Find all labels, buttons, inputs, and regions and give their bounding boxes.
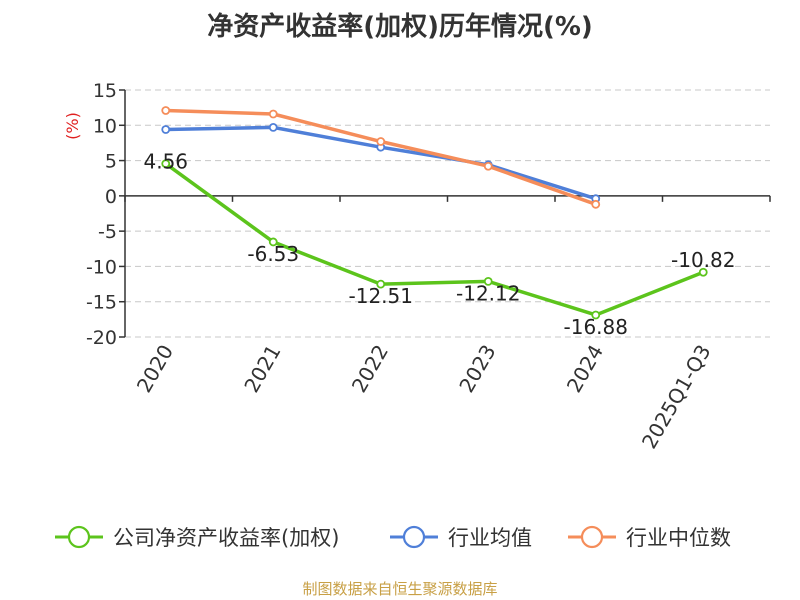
series-point-2	[591, 199, 601, 209]
series-point-2	[268, 109, 278, 119]
x-tick-label: 2021	[239, 341, 285, 397]
series-point-2	[161, 106, 171, 115]
series-point-1	[161, 125, 171, 134]
series-point-0	[268, 237, 278, 247]
y-axis-unit: (%)	[63, 112, 82, 140]
legend-marker	[402, 525, 426, 549]
series-point-0	[161, 159, 171, 169]
series-point-2	[483, 161, 493, 171]
x-tick-label: 2020	[132, 341, 178, 397]
x-tick-label: 2025Q1-Q3	[637, 341, 716, 453]
series-point-0	[591, 310, 601, 320]
data-label: -16.88	[564, 315, 628, 339]
data-label: -12.12	[456, 281, 520, 305]
legend-marker	[67, 525, 91, 549]
legend-label: 行业中位数	[626, 526, 731, 550]
x-tick-label: 2024	[562, 341, 608, 397]
x-tick-label: 2022	[347, 341, 393, 397]
y-tick-label: 10	[93, 115, 117, 137]
legend-marker	[580, 525, 604, 549]
y-tick-label: 0	[105, 186, 117, 208]
data-label: -6.53	[247, 242, 299, 266]
legend-label: 公司净资产收益率(加权)	[113, 526, 339, 550]
y-tick-label: -5	[98, 221, 117, 243]
y-tick-label: -20	[86, 327, 117, 349]
y-tick-label: 15	[93, 80, 117, 102]
series-point-0	[698, 267, 708, 277]
series-point-0	[483, 276, 493, 286]
series-point-0	[376, 279, 386, 289]
data-label: -12.51	[349, 284, 413, 308]
series-point-2	[376, 137, 386, 146]
y-tick-label: -10	[86, 256, 117, 278]
series-line-0	[164, 162, 704, 317]
x-tick-label: 2023	[454, 341, 500, 397]
data-source-note: 制图数据来自恒生聚源数据库	[302, 580, 498, 598]
legend-label: 行业均值	[448, 526, 532, 550]
y-tick-label: 5	[105, 151, 117, 173]
series-line-2	[165, 108, 597, 206]
data-label: -10.82	[671, 248, 735, 272]
y-tick-label: -15	[86, 292, 117, 314]
chart-title: 净资产收益率(加权)历年情况(%)	[207, 12, 593, 42]
data-label: 4.56	[143, 150, 188, 174]
series-point-1	[268, 123, 278, 132]
